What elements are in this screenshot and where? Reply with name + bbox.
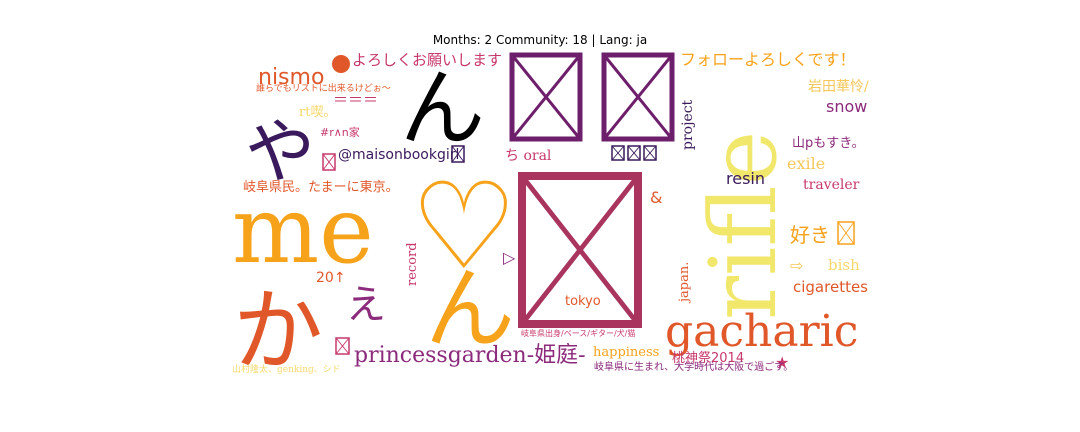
word-25: japan.: [677, 262, 692, 304]
word-17: happiness: [593, 345, 659, 360]
word-13: resin: [726, 169, 765, 188]
missing-glyph-box: [611, 145, 625, 161]
word-37: ⇨: [790, 256, 803, 275]
word-12: traveler: [803, 177, 860, 193]
word-23: project: [680, 99, 696, 150]
word-7: フォローよろしくです！: [680, 50, 856, 69]
word-5: nismo: [258, 65, 324, 90]
word-10: 山pもすき。: [792, 136, 865, 151]
dot-mark: [332, 55, 350, 73]
word-24: record: [405, 242, 420, 286]
chart-title: Months: 2 Community: 18 | Lang: ja: [432, 33, 648, 47]
word-21: ち oral: [505, 148, 552, 164]
word-20: @maisonbookgirl: [338, 147, 459, 163]
word-41: 岐阜県に生まれ、大学時代は大阪で過ごす。: [594, 360, 793, 373]
word-33: rt喫。: [299, 105, 336, 120]
word-31: 20↑: [316, 270, 346, 286]
word-22: 岐阜県民。たまーに東京。: [243, 179, 399, 195]
word-28: か: [233, 279, 323, 384]
word-11: exile: [787, 154, 825, 173]
missing-glyph-box: [601, 52, 675, 142]
missing-glyph-box: [518, 172, 642, 328]
word-19: tokyo: [565, 294, 601, 309]
word-27: ん: [425, 257, 515, 362]
word-3: gacharic: [665, 306, 858, 357]
word-9: 岩田華怜/: [808, 79, 869, 95]
word-29: や: [245, 111, 315, 193]
word-14: 好き: [790, 223, 830, 247]
word-6: よろしくお願いします: [352, 51, 502, 69]
missing-glyph-box: [627, 145, 641, 161]
word-26: え: [346, 282, 386, 328]
word-40: 岐阜県出身/ベース/ギター/犬/猫: [521, 328, 635, 338]
word-36: &: [650, 188, 662, 207]
word-8: snow: [826, 97, 867, 116]
word-1: ♡: [410, 158, 518, 297]
word-30: ん: [400, 60, 485, 159]
missing-glyph-box: [451, 145, 465, 163]
word-34: #r∧n家: [320, 125, 360, 139]
missing-glyph-box: [322, 153, 336, 171]
word-0: me: [232, 177, 374, 284]
word-15: bish: [828, 256, 860, 274]
missing-glyph-box: [509, 52, 583, 142]
missing-glyph-box: [643, 145, 657, 161]
word-42: 山村隆太、genking、シド: [232, 363, 341, 375]
missing-glyph-box: [837, 221, 855, 245]
word-38: ▷: [503, 248, 516, 267]
word-18: 桃神祭2014: [672, 351, 744, 366]
missing-glyph-box: [335, 337, 350, 355]
word-2: rifle: [690, 131, 797, 320]
word-4: princessgarden-姫庭-: [354, 343, 586, 368]
word-39: 誰らでもリストに出来るけどぉ～: [256, 82, 391, 94]
word-32: ＝＝＝: [333, 91, 378, 109]
word-35: ★: [775, 353, 789, 372]
word-16: cigarettes: [793, 278, 868, 296]
